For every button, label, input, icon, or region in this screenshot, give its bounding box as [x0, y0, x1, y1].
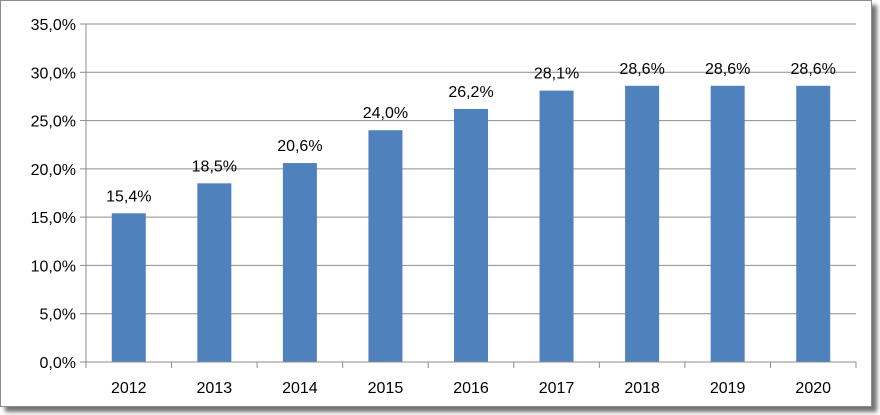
data-label: 28,6% [705, 61, 750, 78]
y-tick-label: 35,0% [31, 17, 76, 34]
bar [539, 90, 574, 363]
bar [625, 85, 660, 362]
bar [454, 108, 488, 363]
y-tick-label: 25,0% [31, 114, 76, 131]
bar [282, 163, 317, 362]
x-axis-tick-labels: 2012 2013 2014 2015 2016 2017 2018 2019 2020 [111, 380, 831, 397]
x-tick-label: 2012 [111, 380, 147, 397]
y-axis-tick-labels: 0,0% 5,0% 10,0% 15,0% 20,0% 25,0% 30,0% 35,0% [31, 17, 76, 372]
data-label: 28,1% [534, 66, 579, 83]
axes [85, 24, 857, 368]
x-tick-label: 2019 [710, 380, 746, 397]
y-tick-label: 15,0% [31, 210, 76, 227]
bar [368, 130, 403, 362]
bar [111, 213, 146, 362]
y-tick-label: 10,0% [31, 258, 76, 275]
data-label: 20,6% [277, 138, 322, 155]
data-label: 18,5% [192, 158, 237, 175]
bar [710, 85, 745, 362]
data-label: 28,6% [619, 61, 664, 78]
x-tick-label: 2018 [624, 380, 660, 397]
data-label: 28,6% [791, 61, 836, 78]
data-label: 26,2% [448, 84, 493, 101]
x-tick-label: 2015 [368, 380, 404, 397]
bars [111, 85, 831, 363]
data-labels: 15,4% 18,5% 20,6% 24,0% 26,2% 28,1% 28,6% 28,6%… [106, 61, 836, 205]
x-tick-label: 2020 [795, 380, 831, 397]
data-label: 15,4% [106, 188, 151, 205]
bar [197, 183, 232, 362]
x-tick-label: 2013 [197, 380, 233, 397]
y-tick-label: 0,0% [40, 355, 76, 372]
data-label: 24,0% [363, 105, 408, 122]
x-tick-label: 2016 [453, 380, 489, 397]
x-tick-label: 2014 [282, 380, 318, 397]
bar [796, 85, 831, 362]
x-tick-label: 2017 [539, 380, 575, 397]
y-tick-label: 20,0% [31, 162, 76, 179]
y-tick-label: 30,0% [31, 65, 76, 82]
y-tick-label: 5,0% [40, 307, 76, 324]
